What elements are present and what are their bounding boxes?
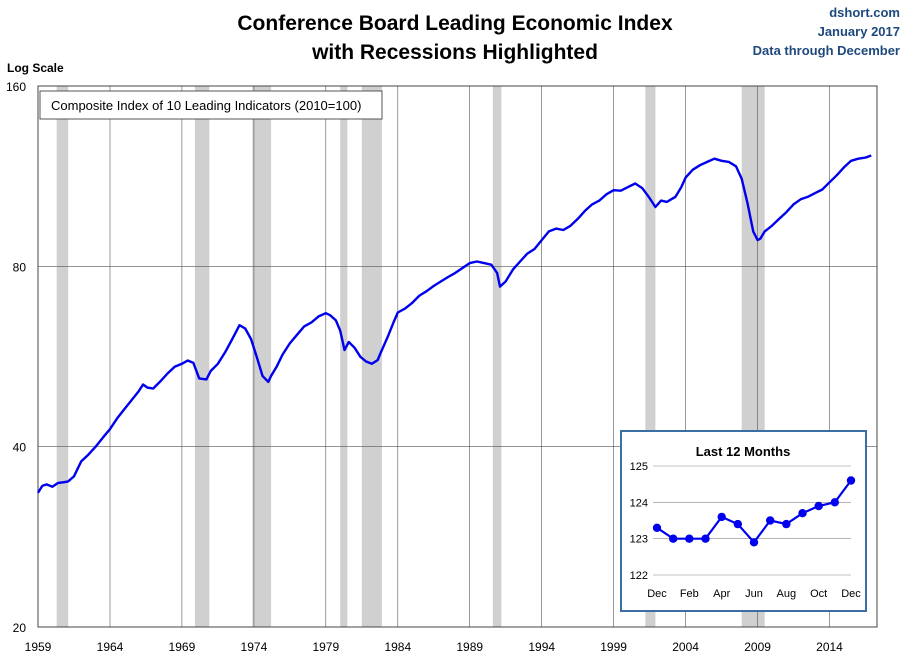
publication-date: January 2017 [817,24,900,39]
inset-y-tick-label: 124 [630,497,648,509]
legend-box [39,90,383,120]
recession-band [492,86,502,627]
x-tick-label: 1974 [241,640,268,654]
inset-data-point [701,534,710,543]
x-tick-label: 2004 [672,640,699,654]
inset-x-tick-label: Apr [713,588,730,600]
inset-chart: Last 12 Months 122 123 124 125 Dec Feb Apr Jun A… [620,430,867,612]
y-tick-label: 80 [13,260,27,274]
inset-series [652,476,856,547]
x-tick-label: 2014 [816,640,843,654]
series-layer [36,154,872,494]
recession-band [361,86,382,627]
inset-data-point [766,516,775,525]
lei-series-line [36,154,872,494]
inset-data-point [749,538,759,547]
inset-data-point [669,534,678,543]
inset-data-point [830,498,839,507]
inset-y-tick-label: 125 [630,461,648,473]
inset-data-point [717,512,726,522]
plot-border [37,85,878,628]
recession-band [340,86,348,627]
source-label: dshort.com [829,5,900,20]
inset-frame [620,430,867,612]
y-tick-label: 160 [6,80,26,94]
inset-data-point [652,523,662,532]
x-tick-label: 1994 [528,640,555,654]
recession-band [56,86,69,627]
inset-data-point [685,534,694,543]
recession-band [252,86,272,627]
x-tick-label: 1984 [384,640,411,654]
inset-x-tick-label: Feb [680,588,699,600]
inset-x-tick-label: Dec [841,588,861,600]
legend-text: Composite Index of 10 Leading Indicators… [51,98,361,113]
data-note: Data through December [752,43,900,58]
legend: Composite Index of 10 Leading Indicators… [39,90,383,120]
x-tick-label: 1964 [97,640,124,654]
inset-title: Last 12 Months [696,444,791,459]
x-tick-label: 1989 [456,640,483,654]
inset-x-tick-label: Oct [810,588,827,600]
inset-data-point [782,519,791,529]
x-tick-label: 1979 [312,640,339,654]
x-tick-label: 1969 [169,640,196,654]
inset-y-tick-label: 123 [630,534,648,546]
recession-band [645,86,656,627]
axis-labels: 1959 1964 1969 1974 1979 1984 1989 1994 1999 2004… [6,80,843,654]
inset-axis-labels: 122 123 124 125 Dec Feb Apr Jun Aug Oct Dec [630,461,862,600]
inset-x-tick-label: Jun [745,588,763,600]
inset-data-point [733,519,742,529]
chart-title-line2: with Recessions Highlighted [312,41,598,64]
inset-x-tick-label: Aug [777,588,797,600]
inset-data-point [798,509,807,518]
inset-data-point [814,501,823,511]
x-tick-label: 1999 [600,640,627,654]
inset-data-point [846,476,856,485]
y-tick-label: 40 [13,441,27,455]
recession-band [194,86,210,627]
inset-x-tick-label: Dec [647,588,667,600]
log-scale-label: Log Scale [7,61,64,75]
inset-y-tick-label: 122 [630,570,648,582]
chart-title-line1: Conference Board Leading Economic Index [237,12,673,35]
x-tick-label: 2009 [744,640,771,654]
y-tick-label: 20 [13,621,27,635]
x-tick-label: 1959 [25,640,52,654]
